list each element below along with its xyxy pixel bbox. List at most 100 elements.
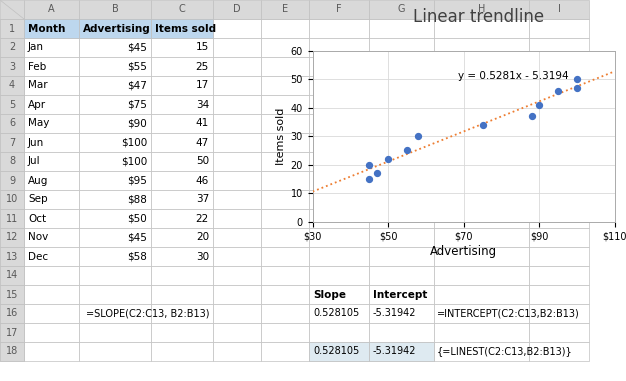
Text: Apr: Apr [28,99,46,109]
Point [553,88,563,94]
Bar [213,285,261,304]
Point [534,102,544,108]
Bar [151,304,213,323]
Bar [0,304,24,323]
Text: I: I [558,5,560,14]
Bar [529,342,589,361]
Bar [434,76,529,95]
Text: =SLOPE(C2:C13, B2:B13): =SLOPE(C2:C13, B2:B13) [86,309,209,319]
Bar [369,342,434,361]
Bar [529,133,589,152]
Bar [529,190,589,209]
Text: $58: $58 [127,251,147,261]
Bar [213,342,261,361]
Bar [369,228,434,247]
Bar [369,0,434,19]
Bar [309,114,369,133]
Bar [213,209,261,228]
Text: 6: 6 [9,118,15,128]
Bar [261,266,309,285]
Bar [529,152,589,171]
Text: 0.528105: 0.528105 [313,309,359,319]
Bar [79,228,151,247]
Text: $75: $75 [127,99,147,109]
Bar [24,19,79,38]
Bar [79,38,151,57]
Text: =INTERCEPT(C2:C13,B2:B13): =INTERCEPT(C2:C13,B2:B13) [437,309,580,319]
Bar [24,19,79,38]
Bar [434,57,529,76]
Bar [434,209,529,228]
Bar [79,247,151,266]
Bar [309,76,369,95]
Bar [261,19,309,38]
Point [572,85,582,91]
Bar [434,171,529,190]
Bar [213,190,261,209]
Bar [151,95,213,114]
Bar [79,57,151,76]
Bar [261,342,309,361]
Point [572,76,582,82]
Point [364,176,374,182]
Text: $100: $100 [121,157,147,166]
Bar [309,19,369,38]
Bar [261,323,309,342]
Text: 5: 5 [9,99,15,109]
Text: 47: 47 [196,138,209,147]
Text: May: May [28,118,49,128]
Bar [151,38,213,57]
Text: Items sold: Items sold [155,24,216,34]
Bar [151,19,213,38]
Text: 8: 8 [9,157,15,166]
Text: -5.31942: -5.31942 [373,309,416,319]
Point [526,113,536,119]
Text: E: E [282,5,288,14]
Bar [309,209,369,228]
Bar [309,171,369,190]
Bar [369,190,434,209]
Bar [79,0,151,19]
Bar [79,342,151,361]
Text: 14: 14 [6,271,18,280]
Text: G: G [398,5,405,14]
Bar [213,171,261,190]
Text: Intercept: Intercept [373,290,428,299]
Bar [151,57,213,76]
Bar [24,190,79,209]
Text: Feb: Feb [28,61,46,72]
Bar [369,285,434,304]
Bar [151,342,213,361]
Point [413,133,423,139]
Bar [0,342,24,361]
Bar [0,323,24,342]
Bar [0,114,24,133]
Bar [151,152,213,171]
Text: {=LINEST(C2:C13,B2:B13)}: {=LINEST(C2:C13,B2:B13)} [437,346,573,357]
Text: $47: $47 [127,80,147,91]
Bar [0,76,24,95]
Bar [369,38,434,57]
Bar [261,114,309,133]
Bar [24,247,79,266]
Bar [261,228,309,247]
Bar [151,76,213,95]
Bar [151,133,213,152]
Bar [213,247,261,266]
Bar [0,152,24,171]
Bar [0,152,24,171]
Point [364,162,374,168]
Bar [213,323,261,342]
Bar [24,342,79,361]
Text: B: B [111,5,118,14]
Bar [0,228,24,247]
Bar [369,342,434,361]
Bar [0,38,24,57]
Text: 7: 7 [9,138,15,147]
Text: A: A [48,5,55,14]
Bar [434,114,529,133]
Bar [434,190,529,209]
Bar [309,133,369,152]
Bar [261,57,309,76]
Bar [309,0,369,19]
